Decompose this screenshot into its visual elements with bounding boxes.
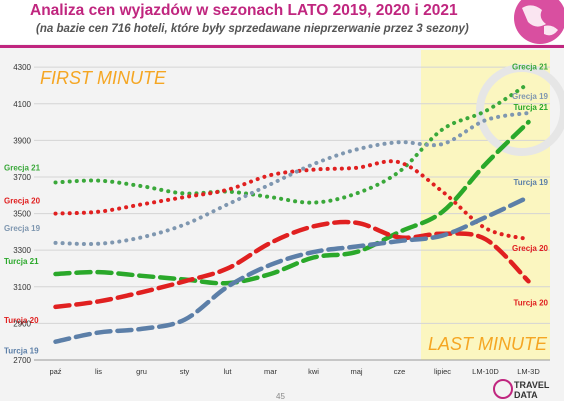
series-start-label: Turcja 20 xyxy=(4,316,39,325)
header: Analiza cen wyjazdów w sezonach LATO 201… xyxy=(0,0,564,44)
x-tick-label: lut xyxy=(224,367,233,376)
page-subtitle: (na bazie cen 716 hoteli, które były spr… xyxy=(36,23,469,35)
chart: Grecja 21 Grecja 21 Grecja 20 Grecja 20 Grec… xyxy=(4,50,564,376)
last-minute-zone xyxy=(421,50,550,360)
series-end-label: Grecja 21 xyxy=(512,63,549,72)
last-minute-label: LAST MINUTE xyxy=(428,334,548,354)
series-line xyxy=(53,81,531,205)
series-line xyxy=(53,110,531,247)
svg-text:DATA: DATA xyxy=(514,390,538,400)
y-tick-label: 4100 xyxy=(13,100,31,109)
series-line xyxy=(53,159,531,242)
x-tick-label: mar xyxy=(264,367,277,376)
page-title: Analiza cen wyjazdów w sezonach LATO 201… xyxy=(30,2,458,19)
series-end-label: Turcja 21 xyxy=(513,103,548,112)
y-tick-label: 3300 xyxy=(13,246,31,255)
y-tick-label: 4300 xyxy=(13,63,31,72)
y-tick-label: 2700 xyxy=(13,356,31,365)
series-start-label: Grecja 20 xyxy=(4,197,41,206)
y-tick-label: 3500 xyxy=(13,210,31,219)
x-tick-label: maj xyxy=(350,367,362,376)
series-line xyxy=(53,119,531,286)
series-start-label: Grecja 19 xyxy=(4,224,41,233)
y-tick-label: 3900 xyxy=(13,136,31,145)
series-line xyxy=(53,194,531,344)
series-start-label: Turcja 21 xyxy=(4,257,39,266)
x-tick-label: LM-3D xyxy=(517,367,540,376)
series-end-label: Grecja 19 xyxy=(512,92,549,101)
series-end-label: Turcja 19 xyxy=(513,178,548,187)
globe-watermark xyxy=(476,64,564,156)
travel-data-logo: TRAVEL DATA xyxy=(493,379,550,400)
first-minute-label: FIRST MINUTE xyxy=(40,68,167,88)
series-start-label: Turcja 19 xyxy=(4,347,39,356)
series-start-label: Grecja 21 xyxy=(4,163,41,172)
x-tick-label: LM-10D xyxy=(472,367,499,376)
y-tick-label: 3700 xyxy=(13,173,31,182)
x-tick-label: sty xyxy=(180,367,190,376)
header-rule xyxy=(0,45,564,48)
x-tick-label: lis xyxy=(95,367,102,376)
series-end-label: Grecja 20 xyxy=(512,244,549,253)
x-tick-label: cze xyxy=(394,367,406,376)
x-tick-label: lipiec xyxy=(434,367,451,376)
page-number: 45 xyxy=(276,392,285,401)
x-tick-label: paź xyxy=(49,367,61,376)
x-tick-label: gru xyxy=(136,367,147,376)
y-tick-label: 2900 xyxy=(13,319,31,328)
x-tick-label: kwi xyxy=(308,367,319,376)
globe-icon xyxy=(514,0,564,44)
svg-text:TRAVEL: TRAVEL xyxy=(514,380,550,390)
y-tick-label: 3100 xyxy=(13,283,31,292)
series-end-label: Turcja 20 xyxy=(513,298,548,307)
